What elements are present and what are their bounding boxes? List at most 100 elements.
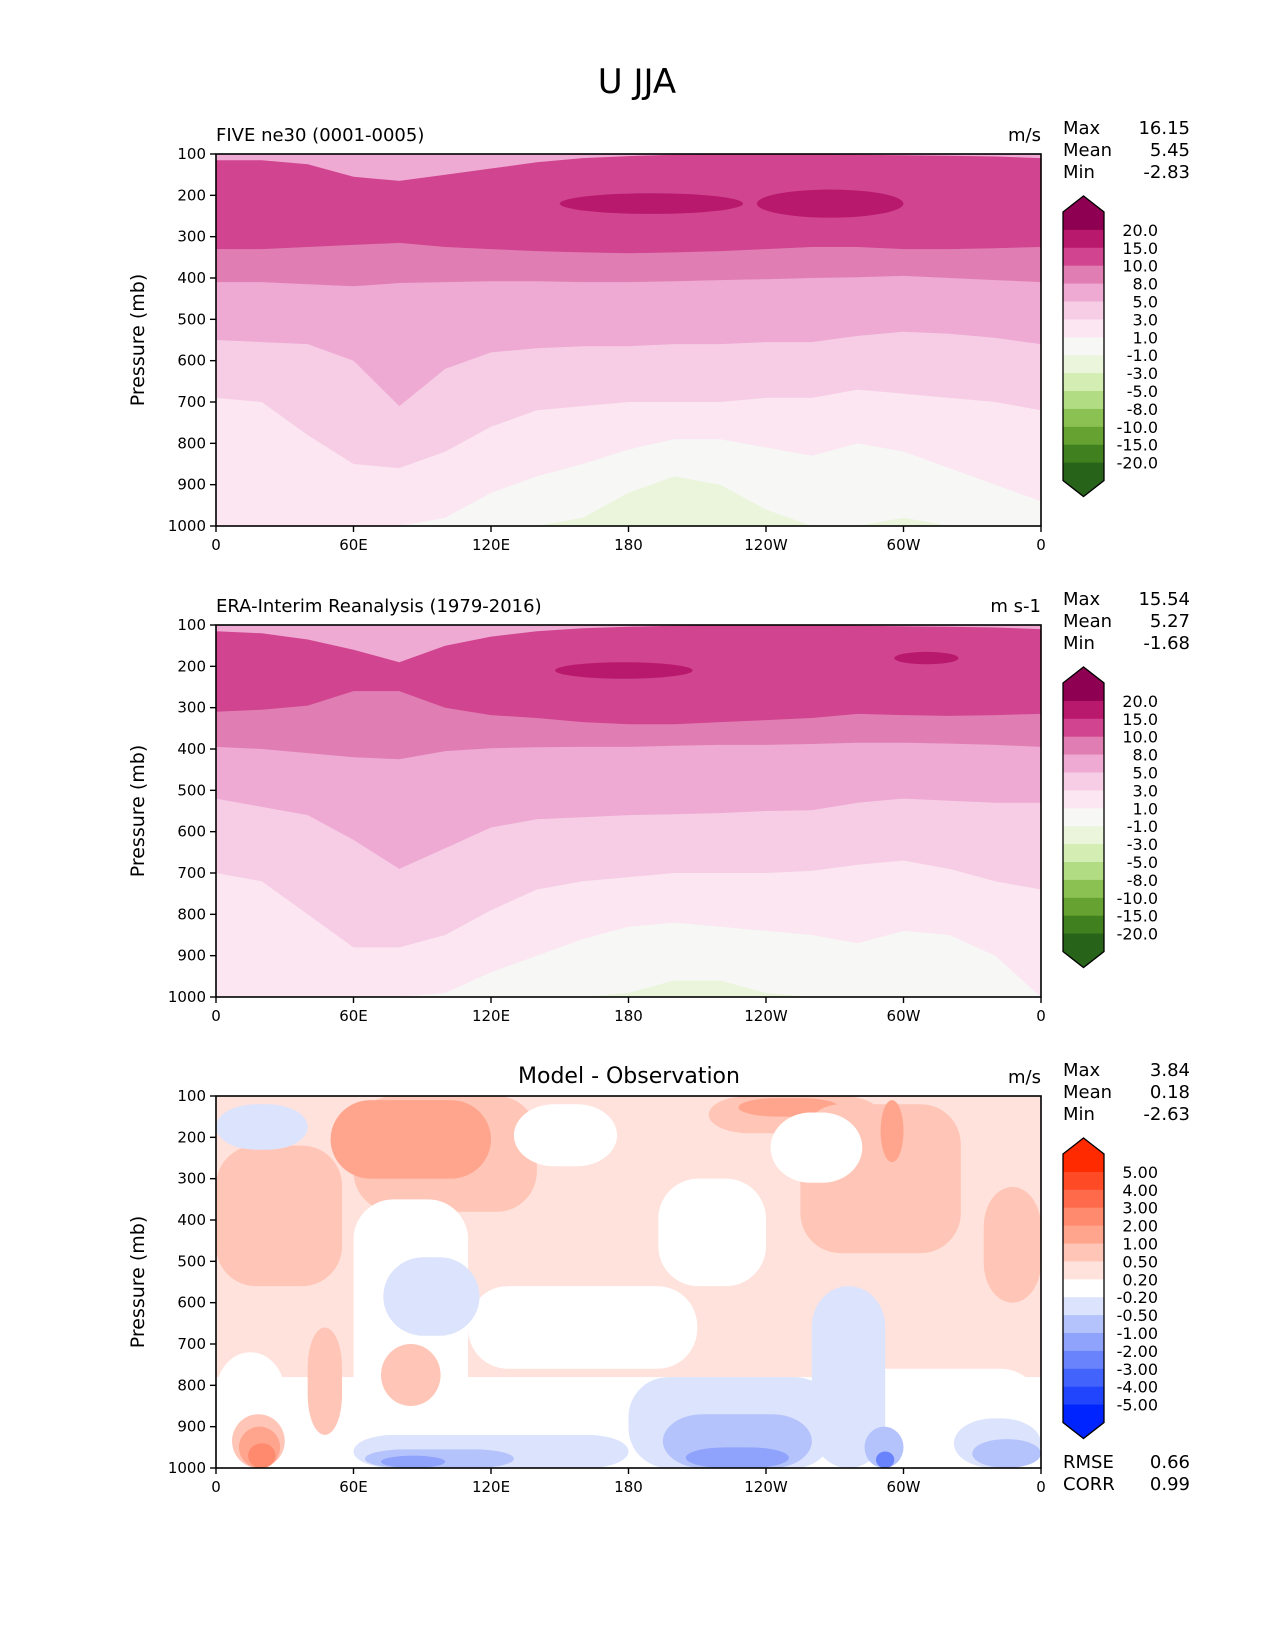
x-tick-label: 0 — [1036, 1478, 1046, 1496]
stat-value: 0.18 — [1150, 1082, 1190, 1103]
stat-value: 15.54 — [1138, 589, 1190, 610]
x-tick-label: 0 — [211, 536, 221, 554]
colorbar-segment — [1063, 1315, 1104, 1334]
y-tick-label: 500 — [177, 310, 206, 328]
axes: 100 200 300 400 500 600 700 800 900 1000 0 60E 120E 1… — [127, 145, 1046, 554]
stat-value: 5.45 — [1150, 140, 1190, 161]
contour-blob — [876, 1451, 895, 1468]
y-tick-label: 900 — [177, 1418, 206, 1436]
colorbar-outline — [1062, 666, 1105, 969]
colorbar-tick-label: -5.0 — [1127, 382, 1158, 401]
stat-value: -2.83 — [1143, 162, 1190, 183]
colorbar-tick-label: -0.20 — [1117, 1288, 1158, 1307]
colorbar-segment — [1063, 283, 1104, 302]
colorbar-segment — [1063, 683, 1104, 702]
axes: 100 200 300 400 500 600 700 800 900 1000 0 60E 120E 1… — [127, 616, 1046, 1025]
colorbar-tick-label: -20.0 — [1117, 925, 1158, 944]
colorbar-tick-label: 2.00 — [1122, 1217, 1158, 1236]
colorbar-tick-label: -10.0 — [1117, 418, 1158, 437]
x-tick-label: 0 — [211, 1007, 221, 1025]
colorbar-segment — [1063, 355, 1104, 374]
colorbar-segment — [1063, 1225, 1104, 1244]
y-tick-label: 1000 — [168, 988, 206, 1006]
colorbar-tick-label: 1.0 — [1133, 799, 1158, 818]
stats-block: Max 3.84 Mean 0.18 Min -2.63 — [1063, 1060, 1190, 1125]
y-tick-label: 1000 — [168, 517, 206, 535]
contour-blob — [972, 1439, 1041, 1468]
colorbar-segment — [1063, 1261, 1104, 1280]
y-axis-label: Pressure (mb) — [127, 274, 149, 407]
figure-title: U JJA — [598, 62, 676, 102]
colorbar-segment — [1063, 1171, 1104, 1191]
colorbar-extend-min — [1063, 951, 1104, 968]
y-tick-label: 500 — [177, 1252, 206, 1270]
stat-value: -2.63 — [1143, 1104, 1190, 1125]
colorbar-segment — [1063, 373, 1104, 392]
colorbar-segment — [1063, 862, 1104, 881]
contour-blob — [658, 1178, 766, 1287]
colorbar-segment — [1063, 736, 1104, 756]
contour-blob — [513, 1104, 618, 1167]
colorbar-tick-label: 20.0 — [1122, 692, 1158, 711]
contour-layer — [216, 154, 1041, 526]
stats-block: Max 16.15 Mean 5.45 Min -2.83 — [1063, 118, 1190, 183]
contour-plot — [216, 154, 1041, 526]
colorbar-extend-min — [1063, 1422, 1104, 1439]
colorbar-tick-label: 5.0 — [1133, 293, 1158, 312]
colorbar-segment — [1063, 212, 1104, 231]
x-tick-label: 60W — [887, 1478, 921, 1496]
skill-value: 0.66 — [1150, 1452, 1190, 1473]
y-tick-label: 1000 — [168, 1459, 206, 1477]
colorbar-segment — [1063, 844, 1104, 863]
y-axis-label: Pressure (mb) — [127, 1216, 149, 1349]
colorbar-segment — [1063, 1404, 1104, 1423]
y-tick-label: 900 — [177, 947, 206, 965]
colorbar-segment — [1063, 1154, 1104, 1173]
stat-label: Mean — [1063, 611, 1112, 632]
colorbar-tick-label: 8.0 — [1133, 275, 1158, 294]
colorbar-tick-label: 15.0 — [1122, 710, 1158, 729]
colorbar-tick-label: 5.0 — [1133, 764, 1158, 783]
y-tick-label: 400 — [177, 1211, 206, 1229]
contour-plot — [216, 1096, 1041, 1468]
x-tick-label: 180 — [614, 536, 643, 554]
contour-blob — [770, 1112, 863, 1183]
colorbar-tick-label: 3.0 — [1133, 310, 1158, 329]
panel-observation: ERA-Interim Reanalysis (1979-2016) m s-1… — [127, 589, 1190, 1025]
contour-band — [216, 476, 1041, 526]
jet-core-contour — [756, 189, 904, 218]
colorbar-segment — [1063, 1243, 1104, 1262]
stat-label: Min — [1063, 1104, 1095, 1125]
colorbar-segment — [1063, 897, 1104, 917]
colorbar-tick-label: -8.0 — [1127, 871, 1158, 890]
skill-label: CORR — [1063, 1474, 1115, 1495]
y-tick-label: 700 — [177, 864, 206, 882]
contour-blob — [381, 1344, 441, 1406]
x-tick-label: 60W — [887, 536, 921, 554]
colorbar-tick-label: -1.0 — [1127, 346, 1158, 365]
colorbar-segment — [1063, 462, 1104, 481]
x-tick-label: 0 — [211, 1478, 221, 1496]
stat-label: Min — [1063, 633, 1095, 654]
skill-scores: RMSE 0.66 CORR 0.99 — [1063, 1452, 1190, 1495]
colorbar-segment — [1063, 1297, 1104, 1316]
panel-difference: Model - Observation m/s 100 200 300 400 500 6… — [127, 1060, 1190, 1496]
colorbar-segment — [1063, 1386, 1104, 1406]
colorbar-tick-label: -3.0 — [1127, 364, 1158, 383]
x-tick-label: 120E — [472, 536, 510, 554]
y-tick-label: 300 — [177, 228, 206, 246]
y-tick-label: 300 — [177, 699, 206, 717]
colorbar-tick-label: -8.0 — [1127, 400, 1158, 419]
jet-core-contour — [559, 193, 744, 214]
colorbar-segment — [1063, 319, 1104, 338]
x-tick-label: 60E — [339, 1007, 368, 1025]
panel-model: FIVE ne30 (0001-0005) m/s 100 200 300 400 50… — [127, 118, 1190, 554]
contour-blob — [383, 1257, 480, 1336]
colorbar-tick-label: 3.00 — [1122, 1199, 1158, 1218]
colorbar-segment — [1063, 1189, 1104, 1209]
units-label: m/s — [1008, 125, 1041, 146]
stat-label: Max — [1063, 589, 1101, 610]
colorbar-segment — [1063, 1207, 1104, 1227]
colorbar: 20.015.010.08.05.03.01.0-1.0-3.0-5.0-8.0… — [1062, 195, 1158, 498]
colorbar-segment — [1063, 1368, 1104, 1388]
